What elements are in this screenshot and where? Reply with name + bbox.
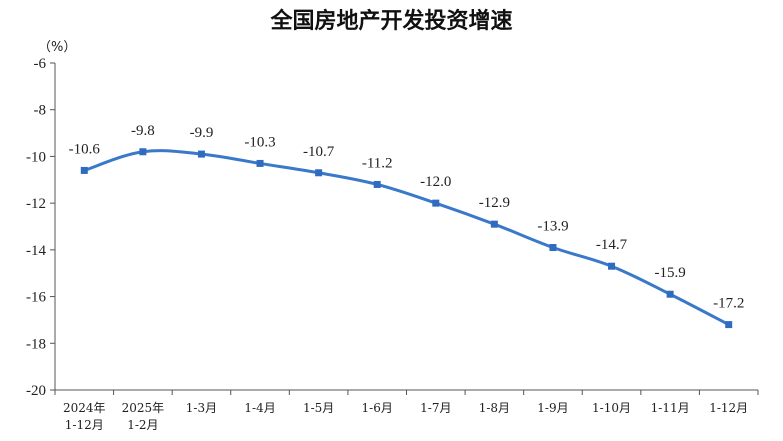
- x-tick-label: 1-7月: [420, 401, 451, 415]
- data-label: -13.9: [537, 219, 568, 235]
- data-point-marker: [373, 180, 381, 188]
- data-label: -12.0: [420, 174, 451, 190]
- data-point-marker: [256, 159, 264, 167]
- x-tick-label: 1-5月: [303, 401, 334, 415]
- x-tick-label: 1-8月: [479, 401, 510, 415]
- y-tick-label: -20: [26, 383, 46, 399]
- y-tick-label: -14: [26, 243, 46, 259]
- y-tick-label: -16: [26, 290, 46, 306]
- x-tick-label: 1-12月: [65, 418, 104, 432]
- y-tick-label: -8: [34, 103, 47, 119]
- data-label: -9.9: [190, 125, 214, 141]
- x-tick-label: 2025年: [122, 401, 165, 415]
- data-point-marker: [80, 166, 88, 174]
- data-point-marker: [139, 148, 147, 156]
- data-point-marker: [490, 220, 498, 228]
- data-label: -14.7: [596, 237, 628, 253]
- x-tick-label: 1-11月: [651, 401, 690, 415]
- data-point-marker: [549, 244, 557, 252]
- y-tick-label: -12: [26, 196, 46, 212]
- x-tick-label: 1-12月: [709, 401, 748, 415]
- x-tick-label: 1-6月: [362, 401, 393, 415]
- data-label: -9.8: [131, 123, 155, 139]
- x-tick-label: 1-9月: [537, 401, 568, 415]
- data-point-marker: [725, 321, 733, 329]
- data-label: -15.9: [655, 265, 686, 281]
- data-label: -10.3: [244, 134, 275, 150]
- x-tick-label: 2024年: [63, 401, 106, 415]
- data-point-marker: [608, 262, 616, 270]
- data-point-marker: [197, 150, 205, 158]
- data-label: -12.9: [479, 195, 510, 211]
- x-tick-label: 1-3月: [186, 401, 217, 415]
- data-point-marker: [315, 169, 323, 177]
- data-label: -11.2: [362, 155, 393, 171]
- x-tick-label: 1-2月: [127, 418, 158, 432]
- y-tick-label: -18: [26, 336, 46, 352]
- y-axis-unit-label: （%）: [38, 40, 76, 55]
- x-tick-label: 1-4月: [244, 401, 275, 415]
- y-tick-label: -6: [34, 56, 47, 72]
- x-tick-label: 1-10月: [592, 401, 631, 415]
- data-point-marker: [666, 290, 674, 298]
- y-tick-label: -10: [26, 149, 46, 165]
- data-point-marker: [432, 199, 440, 207]
- data-label: -17.2: [713, 296, 744, 312]
- series-line: [82, 149, 731, 327]
- data-label: -10.6: [69, 141, 101, 157]
- chart-title: 全国房地产开发投资增速: [270, 9, 513, 34]
- data-label: -10.7: [303, 144, 335, 160]
